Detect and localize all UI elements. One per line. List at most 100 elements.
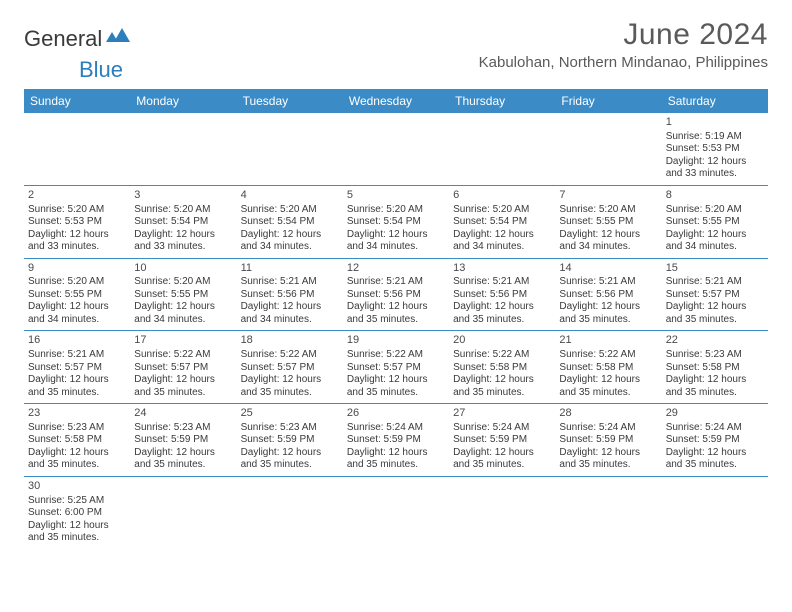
day-cell: 25Sunrise: 5:23 AMSunset: 5:59 PMDayligh… [237,404,343,476]
sunrise-text: Sunrise: 5:24 AM [347,422,445,435]
day-number: 5 [347,189,445,203]
daylight-text: and 33 minutes. [666,168,764,181]
daylight-text: Daylight: 12 hours [28,520,126,533]
daylight-text: and 33 minutes. [134,241,232,254]
sunrise-text: Sunrise: 5:22 AM [241,349,339,362]
title-block: June 2024 Kabulohan, Northern Mindanao, … [479,18,768,71]
daylight-text: Daylight: 12 hours [241,374,339,387]
daylight-text: Daylight: 12 hours [28,229,126,242]
daylight-text: and 35 minutes. [28,387,126,400]
sunrise-text: Sunrise: 5:20 AM [453,204,551,217]
daylight-text: Daylight: 12 hours [453,447,551,460]
sunrise-text: Sunrise: 5:20 AM [666,204,764,217]
empty-cell [449,113,555,185]
daylight-text: Daylight: 12 hours [347,374,445,387]
day-cell: 19Sunrise: 5:22 AMSunset: 5:57 PMDayligh… [343,331,449,403]
day-cell: 22Sunrise: 5:23 AMSunset: 5:58 PMDayligh… [662,331,768,403]
day-number: 13 [453,262,551,276]
sunset-text: Sunset: 5:58 PM [559,362,657,375]
sunrise-text: Sunrise: 5:23 AM [241,422,339,435]
day-cell: 20Sunrise: 5:22 AMSunset: 5:58 PMDayligh… [449,331,555,403]
weekday-mon: Monday [130,89,236,113]
sunrise-text: Sunrise: 5:21 AM [347,276,445,289]
daylight-text: and 35 minutes. [241,387,339,400]
daylight-text: and 35 minutes. [347,314,445,327]
sunset-text: Sunset: 5:55 PM [28,289,126,302]
day-cell: 9Sunrise: 5:20 AMSunset: 5:55 PMDaylight… [24,259,130,331]
day-number: 26 [347,407,445,421]
sunrise-text: Sunrise: 5:20 AM [28,276,126,289]
sunrise-text: Sunrise: 5:22 AM [347,349,445,362]
month-title: June 2024 [479,18,768,52]
sunrise-text: Sunrise: 5:24 AM [559,422,657,435]
sunset-text: Sunset: 5:53 PM [666,143,764,156]
daylight-text: Daylight: 12 hours [453,374,551,387]
day-number: 12 [347,262,445,276]
day-cell: 23Sunrise: 5:23 AMSunset: 5:58 PMDayligh… [24,404,130,476]
daylight-text: Daylight: 12 hours [134,301,232,314]
daylight-text: Daylight: 12 hours [559,374,657,387]
daylight-text: Daylight: 12 hours [28,374,126,387]
weekday-fri: Friday [555,89,661,113]
daylight-text: and 35 minutes. [241,459,339,472]
sunrise-text: Sunrise: 5:24 AM [453,422,551,435]
daylight-text: Daylight: 12 hours [666,447,764,460]
day-number: 18 [241,334,339,348]
day-number: 27 [453,407,551,421]
day-number: 23 [28,407,126,421]
empty-cell [343,477,449,549]
sunset-text: Sunset: 5:53 PM [28,216,126,229]
sunrise-text: Sunrise: 5:21 AM [666,276,764,289]
empty-cell [237,113,343,185]
daylight-text: and 35 minutes. [134,387,232,400]
sunrise-text: Sunrise: 5:22 AM [559,349,657,362]
day-cell: 13Sunrise: 5:21 AMSunset: 5:56 PMDayligh… [449,259,555,331]
sunrise-text: Sunrise: 5:23 AM [134,422,232,435]
sunrise-text: Sunrise: 5:25 AM [28,495,126,508]
sunrise-text: Sunrise: 5:21 AM [559,276,657,289]
daylight-text: and 33 minutes. [28,241,126,254]
day-number: 7 [559,189,657,203]
weekday-thu: Thursday [449,89,555,113]
day-cell: 24Sunrise: 5:23 AMSunset: 5:59 PMDayligh… [130,404,236,476]
sunset-text: Sunset: 5:55 PM [134,289,232,302]
week-row: 23Sunrise: 5:23 AMSunset: 5:58 PMDayligh… [24,404,768,477]
daylight-text: and 34 minutes. [347,241,445,254]
day-cell: 8Sunrise: 5:20 AMSunset: 5:55 PMDaylight… [662,186,768,258]
day-number: 21 [559,334,657,348]
day-number: 22 [666,334,764,348]
sunset-text: Sunset: 5:59 PM [347,434,445,447]
week-row: 30Sunrise: 5:25 AMSunset: 6:00 PMDayligh… [24,477,768,549]
daylight-text: and 35 minutes. [559,387,657,400]
weekday-sun: Sunday [24,89,130,113]
daylight-text: and 35 minutes. [347,459,445,472]
empty-cell [449,477,555,549]
sunrise-text: Sunrise: 5:21 AM [28,349,126,362]
sunrise-text: Sunrise: 5:21 AM [453,276,551,289]
sunset-text: Sunset: 5:56 PM [559,289,657,302]
weekday-header-row: Sunday Monday Tuesday Wednesday Thursday… [24,89,768,113]
daylight-text: and 35 minutes. [666,314,764,327]
daylight-text: Daylight: 12 hours [134,229,232,242]
day-cell: 11Sunrise: 5:21 AMSunset: 5:56 PMDayligh… [237,259,343,331]
day-number: 25 [241,407,339,421]
week-row: 1Sunrise: 5:19 AMSunset: 5:53 PMDaylight… [24,113,768,186]
daylight-text: Daylight: 12 hours [666,301,764,314]
sunset-text: Sunset: 5:58 PM [28,434,126,447]
sunrise-text: Sunrise: 5:24 AM [666,422,764,435]
daylight-text: and 34 minutes. [241,241,339,254]
daylight-text: Daylight: 12 hours [28,447,126,460]
daylight-text: and 35 minutes. [453,387,551,400]
day-cell: 15Sunrise: 5:21 AMSunset: 5:57 PMDayligh… [662,259,768,331]
day-number: 29 [666,407,764,421]
daylight-text: and 35 minutes. [559,314,657,327]
daylight-text: Daylight: 12 hours [134,447,232,460]
day-cell: 4Sunrise: 5:20 AMSunset: 5:54 PMDaylight… [237,186,343,258]
sunset-text: Sunset: 5:56 PM [347,289,445,302]
daylight-text: Daylight: 12 hours [453,229,551,242]
day-cell: 6Sunrise: 5:20 AMSunset: 5:54 PMDaylight… [449,186,555,258]
day-number: 28 [559,407,657,421]
day-number: 16 [28,334,126,348]
daylight-text: and 35 minutes. [559,459,657,472]
sunset-text: Sunset: 5:54 PM [134,216,232,229]
